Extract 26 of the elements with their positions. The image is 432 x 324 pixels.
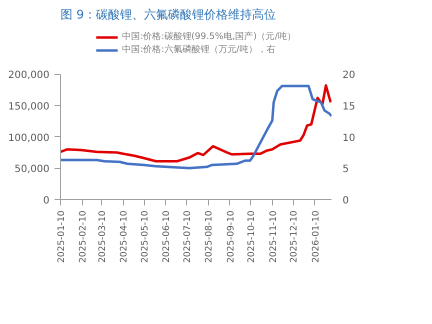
x-tick-label: 2025-03-10 (98, 210, 108, 263)
y2-tick-label: 15 (342, 101, 356, 112)
legend-label: 中国:价格:六氟磷酸锂（万元/吨），右 (122, 44, 276, 56)
legend-label: 中国:价格:碳酸锂(99.5%电,国产)（元/吨） (122, 30, 296, 43)
y-tick-label: 100,000 (8, 132, 50, 144)
x-tick-label: 2025-02-10 (78, 210, 89, 263)
x-tick-label: 2025-01-10 (57, 210, 67, 263)
x-tick-label: 2025-07-10 (183, 210, 194, 263)
x-tick-label: 2025-09-10 (226, 210, 236, 263)
y-tick-label: 200,000 (8, 70, 50, 82)
x-tick-label: 2025-08-10 (204, 210, 215, 263)
y2-tick-label: 5 (342, 164, 349, 176)
x-tick-label: 2025-11-10 (268, 210, 279, 263)
chart-title: 图 9：碳酸锂、六氟磷酸锂价格维持高位 (60, 8, 276, 22)
x-tick-label: 2025-10-10 (247, 210, 258, 263)
y2-tick-label: 0 (342, 196, 349, 206)
x-tick-label: 2025-04-10 (120, 210, 130, 263)
x-tick-label: 2025-05-10 (140, 210, 151, 263)
x-tick-label: 2025-06-10 (162, 210, 172, 263)
y2-tick-label: 20 (342, 70, 356, 82)
x-tick-label: 2025-12-10 (290, 210, 300, 263)
y-tick-label: 50,000 (14, 164, 50, 176)
y-tick-label: 150,000 (8, 101, 50, 112)
y2-tick-label: 10 (342, 132, 356, 144)
y-tick-label: 0 (43, 196, 50, 206)
x-tick-label: 2026-01-10 (311, 210, 322, 263)
